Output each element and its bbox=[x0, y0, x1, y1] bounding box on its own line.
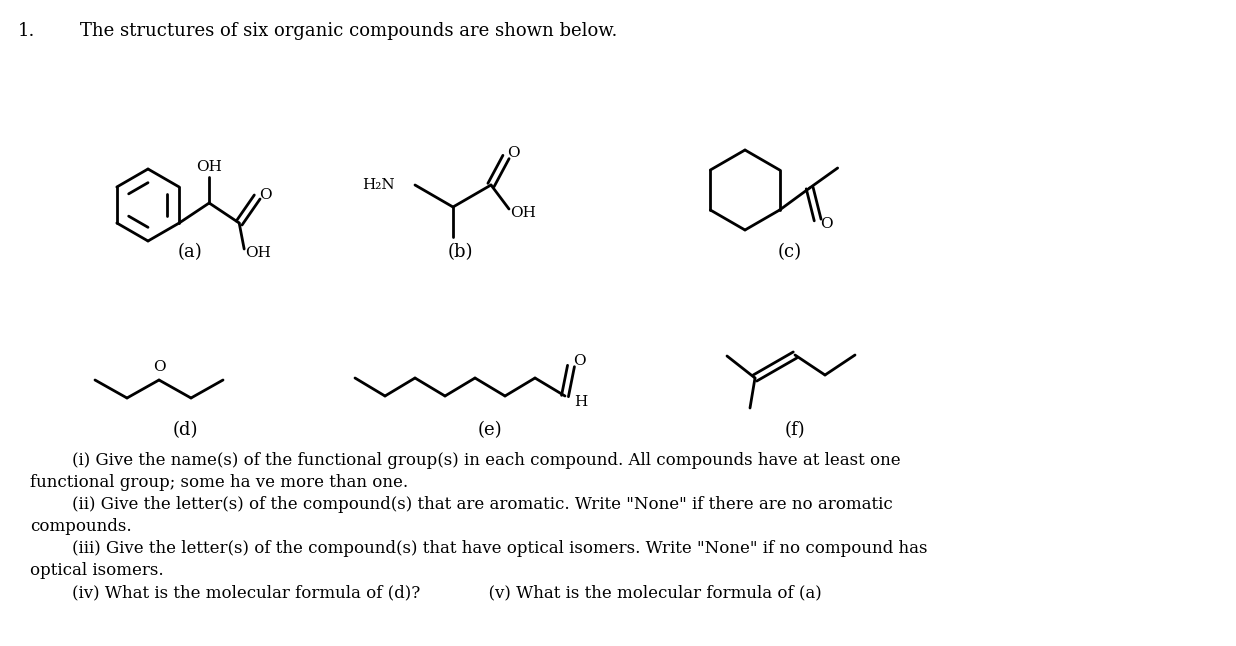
Text: O: O bbox=[572, 354, 586, 368]
Text: compounds.: compounds. bbox=[30, 518, 131, 535]
Text: 1.: 1. bbox=[19, 22, 36, 40]
Text: (f): (f) bbox=[785, 421, 806, 439]
Text: (d): (d) bbox=[172, 421, 198, 439]
Text: (ii) Give the letter(s) of the compound(s) that are aromatic. Write "None" if th: (ii) Give the letter(s) of the compound(… bbox=[30, 496, 892, 513]
Text: The structures of six organic compounds are shown below.: The structures of six organic compounds … bbox=[80, 22, 617, 40]
Text: (i) Give the name(s) of the functional group(s) in each compound. All compounds : (i) Give the name(s) of the functional g… bbox=[30, 452, 901, 469]
Text: optical isomers.: optical isomers. bbox=[30, 562, 163, 579]
Text: (c): (c) bbox=[777, 243, 802, 261]
Text: functional group; some ha ve more than one.: functional group; some ha ve more than o… bbox=[30, 474, 408, 491]
Text: (e): (e) bbox=[477, 421, 502, 439]
Text: (iv) What is the molecular formula of (d)?             (v) What is the molecular: (iv) What is the molecular formula of (d… bbox=[30, 584, 822, 601]
Text: O: O bbox=[507, 146, 519, 160]
Text: (a): (a) bbox=[178, 243, 203, 261]
Text: (b): (b) bbox=[447, 243, 472, 261]
Text: O: O bbox=[258, 188, 272, 202]
Text: OH: OH bbox=[245, 246, 271, 260]
Text: O: O bbox=[821, 217, 833, 231]
Text: (iii) Give the letter(s) of the compound(s) that have optical isomers. Write "No: (iii) Give the letter(s) of the compound… bbox=[30, 540, 927, 557]
Text: H: H bbox=[575, 395, 587, 409]
Text: H₂N: H₂N bbox=[362, 178, 396, 192]
Text: OH: OH bbox=[197, 160, 222, 174]
Text: OH: OH bbox=[510, 206, 536, 220]
Text: O: O bbox=[153, 360, 166, 374]
